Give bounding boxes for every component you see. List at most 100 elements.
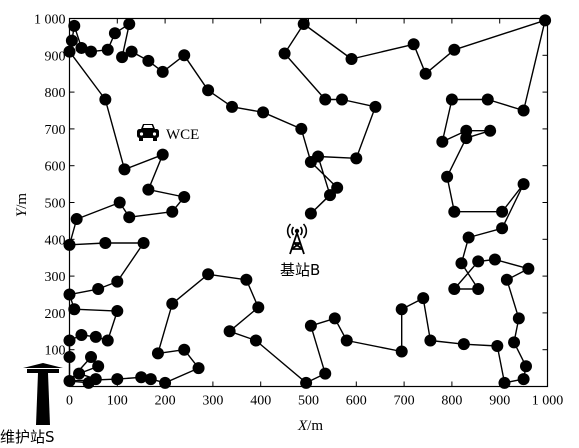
sensor-node (252, 301, 265, 314)
sensor-node (455, 257, 468, 270)
x-tick-label: 900 (489, 394, 510, 409)
route-line (68, 19, 546, 384)
x-tick-label: 0 (66, 394, 73, 409)
sensor-node (75, 41, 88, 54)
sensor-node (491, 340, 504, 353)
x-tick-label: 100 (107, 394, 128, 409)
sensor-node (448, 43, 461, 56)
y-axis-title: Y/m (14, 193, 30, 218)
y-tick-label: 300 (45, 270, 66, 285)
sensor-node (324, 189, 337, 202)
sensor-node (539, 14, 552, 27)
sensor-node (135, 371, 148, 384)
sensor-node (63, 288, 76, 301)
sensor-node (178, 343, 191, 356)
sensor-node (111, 305, 124, 318)
sensor-node (517, 104, 530, 117)
sensor-node (441, 170, 454, 183)
sensor-node (500, 273, 513, 286)
sensor-node (101, 43, 114, 56)
y-tick-label: 900 (45, 49, 66, 64)
y-tick-label: 1 000 (34, 13, 66, 28)
maintenance-station-label: 维护站S (0, 428, 55, 446)
sensor-node (226, 100, 239, 113)
sensor-node (99, 236, 112, 249)
sensor-node (445, 93, 458, 106)
sensor-node (159, 376, 172, 389)
sensor-node (68, 19, 81, 32)
sensor-node (116, 51, 129, 64)
sensor-node (519, 360, 532, 373)
sensor-node (68, 303, 81, 316)
sensor-node (300, 376, 313, 389)
sensor-node (304, 156, 317, 169)
sensor-node (295, 122, 308, 135)
x-tick-label: 200 (155, 394, 176, 409)
y-tick-label: 400 (45, 233, 66, 248)
sensor-node (63, 374, 76, 387)
base-station-icon (286, 223, 308, 255)
sensor-node (137, 236, 150, 249)
sensor-node (508, 336, 521, 349)
y-tick-label: 800 (45, 86, 66, 101)
sensor-node (496, 205, 509, 218)
sensor-node (278, 47, 291, 60)
sensor-node-layer (63, 14, 552, 389)
sensor-node (111, 275, 124, 288)
x-tick-label: 400 (250, 394, 271, 409)
sensor-node (118, 163, 131, 176)
sensor-node (192, 362, 205, 375)
sensor-node (350, 152, 363, 165)
sensor-node (481, 93, 494, 106)
sensor-node (319, 367, 332, 380)
sensor-node (345, 52, 358, 65)
sensor-node (142, 54, 155, 67)
sensor-node (297, 18, 310, 31)
sensor-node (328, 312, 341, 325)
sensor-node (166, 205, 179, 218)
sensor-node (92, 360, 105, 373)
sensor-node (63, 238, 76, 251)
sensor-node (89, 330, 102, 343)
sensor-node (496, 222, 509, 235)
sensor-node (257, 106, 270, 119)
sensor-node (331, 181, 344, 194)
y-tick-label: 700 (45, 123, 66, 138)
sensor-node (85, 351, 98, 364)
sensor-node (166, 297, 179, 310)
sensor-node (417, 292, 430, 305)
sensor-node (517, 178, 530, 191)
sensor-node (101, 334, 114, 347)
sensor-node (73, 367, 86, 380)
x-tick-label: 600 (346, 394, 367, 409)
wce-label: WCE (166, 127, 199, 143)
sensor-node (522, 262, 535, 275)
sensor-node (108, 27, 121, 40)
sensor-node (144, 373, 157, 386)
sensor-node (202, 84, 215, 97)
x-tick-label: 300 (202, 394, 223, 409)
sensor-node (369, 100, 382, 113)
sensor-node (472, 282, 485, 295)
sensor-node (419, 67, 432, 80)
sensor-node (488, 253, 501, 266)
sensor-node (512, 312, 525, 325)
sensor-node (63, 351, 76, 364)
sensor-node (75, 328, 88, 341)
sensor-node (304, 319, 317, 332)
sensor-node (395, 345, 408, 358)
sensor-node (65, 34, 78, 47)
y-tick-label: 200 (45, 307, 66, 322)
sensor-node (498, 376, 511, 389)
sensor-node (460, 124, 473, 137)
sensor-node (448, 205, 461, 218)
axis-ticks (69, 18, 548, 387)
sensor-node (407, 38, 420, 51)
sensor-node (123, 18, 136, 31)
sensor-node (319, 93, 332, 106)
sensor-node (70, 213, 83, 226)
sensor-node (240, 273, 253, 286)
maintenance-station-icon (23, 363, 63, 425)
sensor-node (113, 196, 126, 209)
sensor-node (142, 183, 155, 196)
